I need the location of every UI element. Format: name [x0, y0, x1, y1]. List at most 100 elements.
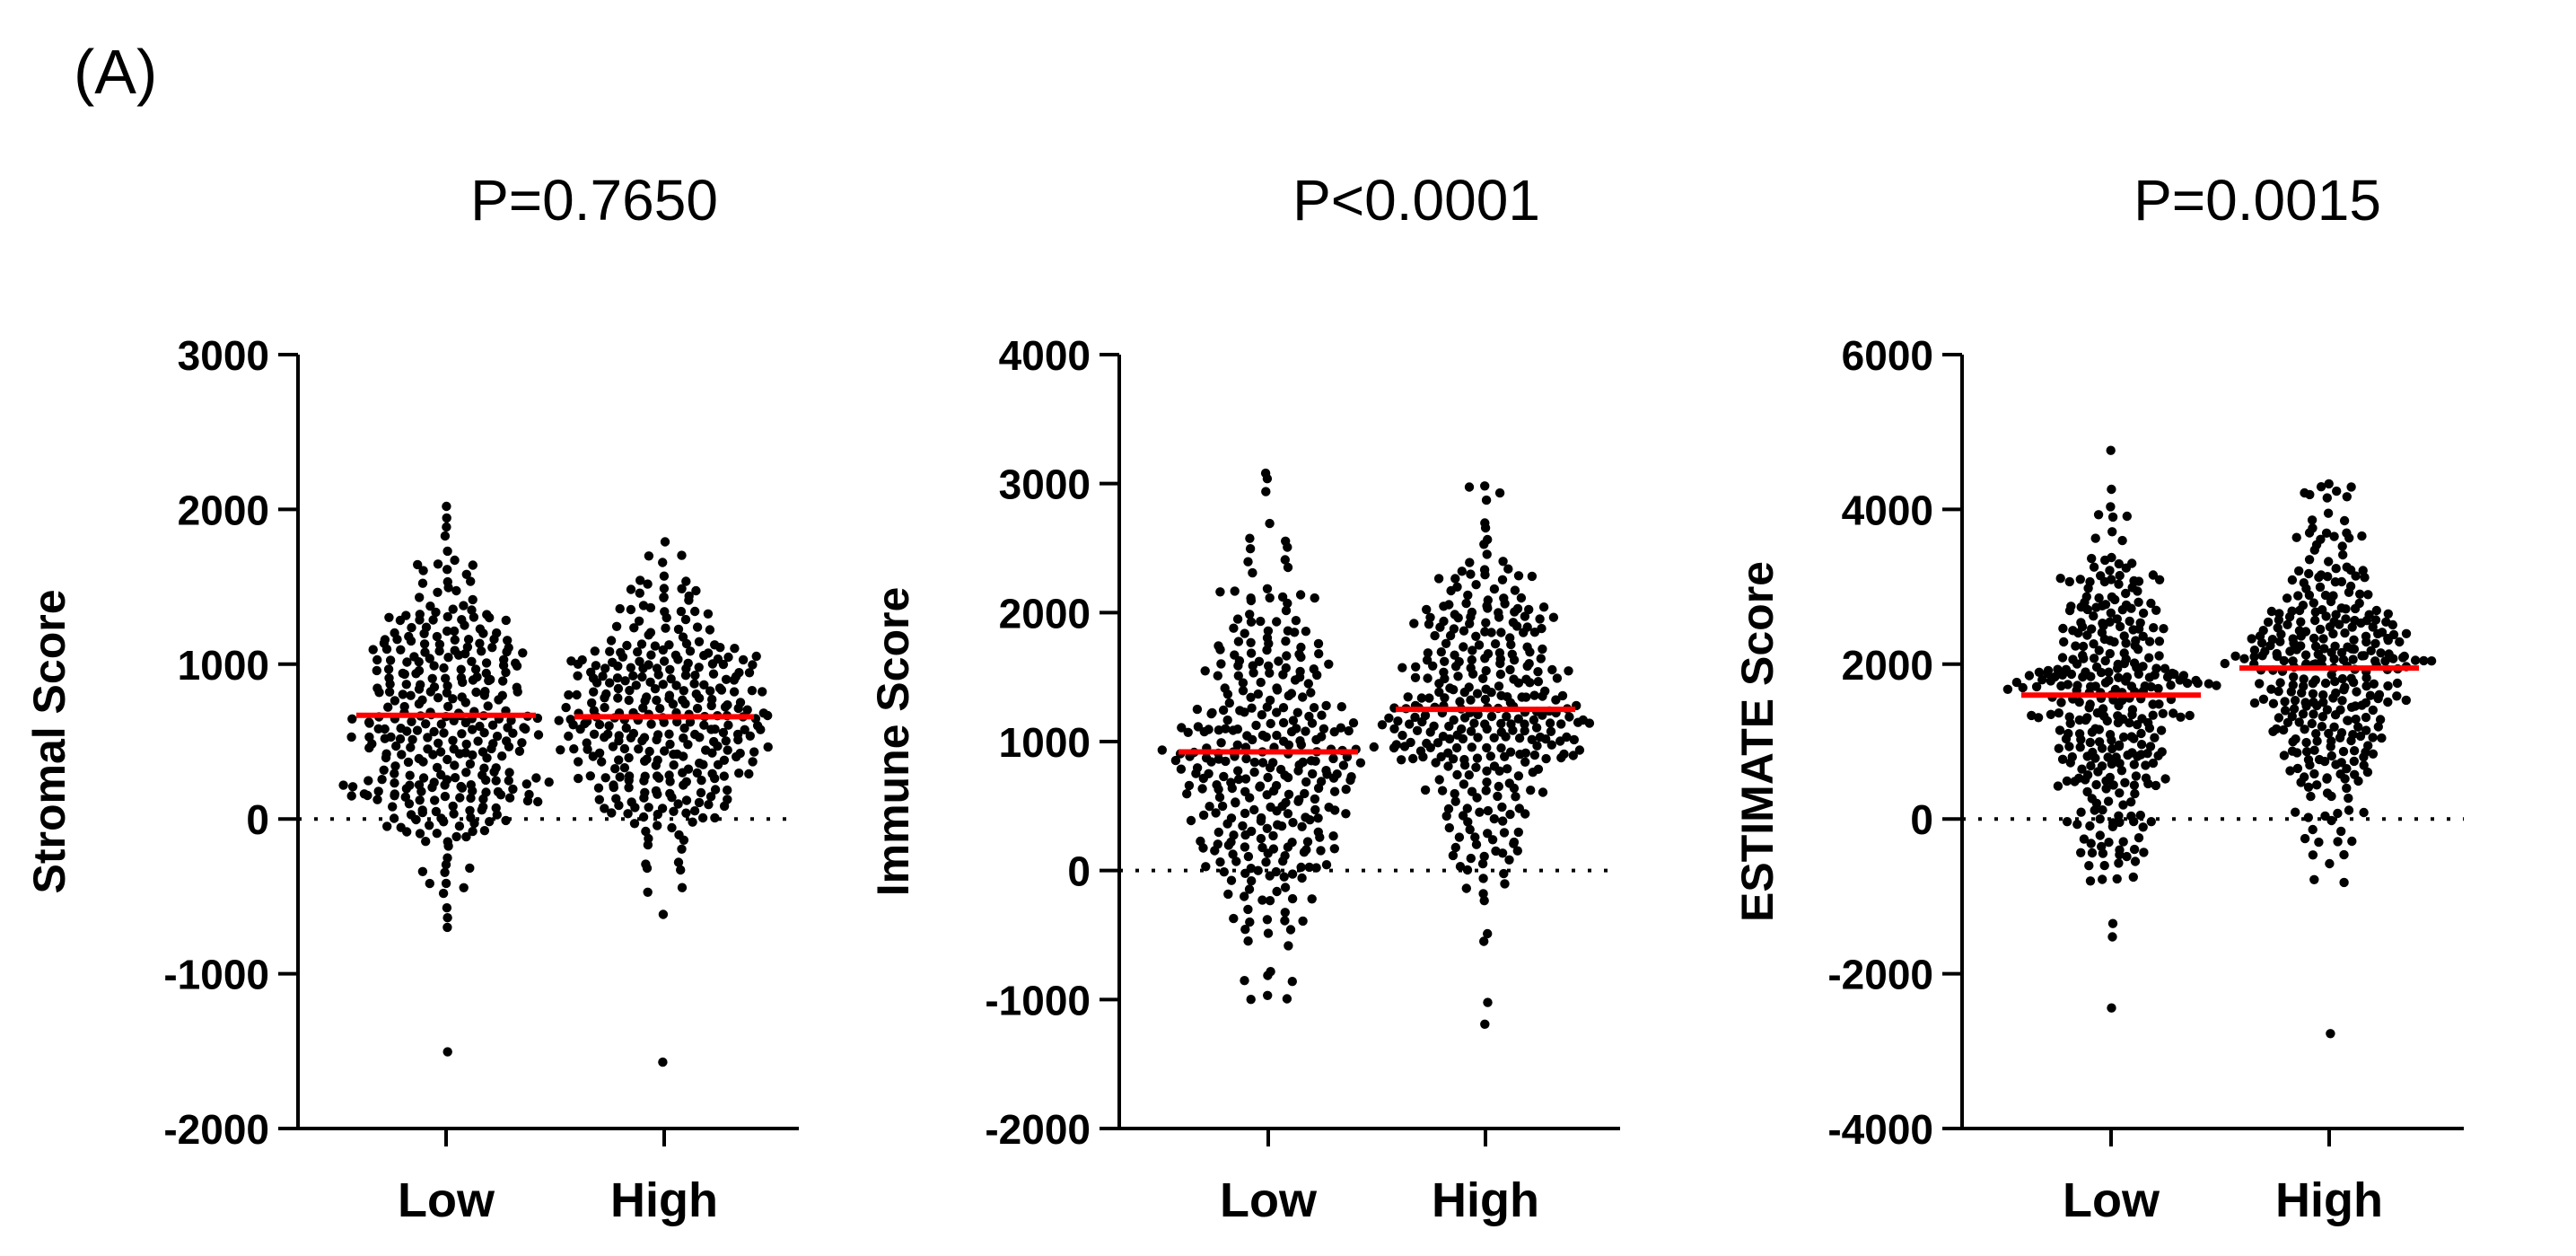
data-point-low [400, 792, 410, 802]
data-point-low [475, 638, 485, 648]
data-point-high [2299, 681, 2309, 691]
data-point-high [2426, 656, 2437, 666]
data-point-high [2303, 782, 2314, 792]
data-point-low [1176, 764, 1187, 774]
data-point-low [478, 747, 488, 757]
data-point-low [2079, 834, 2090, 844]
data-point-low [503, 723, 513, 733]
data-point-low [2064, 576, 2074, 587]
data-point-high [2289, 672, 2299, 682]
data-point-high [565, 715, 575, 725]
data-point-low [1257, 895, 1267, 905]
data-point-high [2308, 850, 2318, 860]
data-point-low [2064, 742, 2074, 751]
data-point-low [2089, 639, 2098, 649]
data-point-low [441, 878, 451, 889]
data-point-low [456, 781, 466, 792]
data-point-low [2138, 662, 2148, 672]
data-point-high [614, 755, 624, 765]
data-point-low [1244, 884, 1255, 894]
data-point-low [442, 546, 452, 557]
data-point-low [407, 716, 416, 726]
data-point-low [442, 913, 452, 923]
data-point-high [2291, 532, 2301, 542]
data-point-low [1277, 592, 1288, 602]
data-point-low [512, 682, 521, 692]
data-point-low [2011, 677, 2022, 688]
data-point-low [2135, 618, 2145, 628]
data-point-high [641, 859, 651, 869]
data-point-high [572, 689, 582, 700]
data-point-high [1482, 766, 1492, 776]
data-point-high [1466, 726, 1476, 736]
data-point-low [488, 739, 498, 749]
data-point-low [399, 701, 409, 712]
data-point-high [657, 804, 668, 813]
data-point-high [643, 579, 653, 589]
data-point-high [2294, 717, 2304, 727]
data-point-low [533, 796, 543, 807]
data-point-high [673, 624, 684, 635]
data-point-high [644, 746, 654, 757]
data-point-high [2310, 641, 2321, 652]
data-point-high [1489, 761, 1500, 771]
data-point-high [1494, 608, 1503, 618]
data-point-high [678, 632, 688, 642]
data-point-low [1207, 707, 1217, 718]
data-point-low [1307, 894, 1317, 904]
data-point-low [449, 809, 459, 819]
data-point-high [594, 748, 605, 758]
data-point-high [749, 747, 759, 757]
data-point-low [1262, 823, 1273, 833]
data-point-high [1499, 828, 1510, 838]
data-point-high [616, 647, 626, 657]
data-point-low [2053, 664, 2063, 674]
data-point-high [2275, 678, 2285, 688]
data-point-low [2168, 668, 2177, 679]
data-point-low [390, 769, 399, 778]
data-point-low [460, 748, 470, 758]
data-point-high [2287, 746, 2298, 756]
data-point-low [1281, 663, 1292, 673]
data-point-high [605, 646, 615, 656]
data-point-high [2373, 722, 2383, 732]
data-point-high [1494, 648, 1505, 658]
data-point-low [499, 654, 509, 664]
data-point-low [1246, 995, 1256, 1005]
data-point-low [1238, 821, 1248, 831]
data-point-low [1280, 908, 1291, 918]
data-point-low [440, 867, 450, 877]
data-point-high [2351, 714, 2361, 725]
data-point-low [450, 635, 460, 645]
data-point-low [2087, 794, 2097, 804]
data-point-low [2159, 624, 2169, 634]
data-point-high [1564, 666, 1573, 676]
data-point-high [1465, 824, 1475, 835]
data-point-low [448, 694, 458, 704]
data-point-low [450, 555, 460, 566]
data-point-high [2280, 697, 2290, 707]
data-point-high [554, 716, 564, 725]
data-point-high [2304, 568, 2314, 579]
data-point-high [615, 603, 625, 614]
data-point-high [665, 788, 675, 799]
data-point-low [491, 763, 501, 773]
data-point-high [645, 628, 656, 637]
data-point-high [1498, 557, 1508, 567]
y-tick-label: 6000 [1842, 332, 1933, 379]
data-point-low [1248, 567, 1257, 578]
data-point-low [475, 624, 486, 634]
data-point-low [423, 733, 433, 742]
data-point-low [2160, 663, 2170, 673]
data-point-high [1448, 850, 1459, 861]
data-point-high [2258, 694, 2269, 704]
data-point-low [2130, 788, 2140, 799]
data-point-high [2293, 591, 2303, 601]
data-point-high [582, 738, 591, 748]
data-point-high [1439, 616, 1449, 627]
data-point-high [670, 650, 681, 660]
data-point-high [1440, 656, 1450, 666]
data-point-low [429, 726, 439, 737]
data-point-low [2018, 682, 2028, 693]
data-point-high [1453, 672, 1463, 681]
